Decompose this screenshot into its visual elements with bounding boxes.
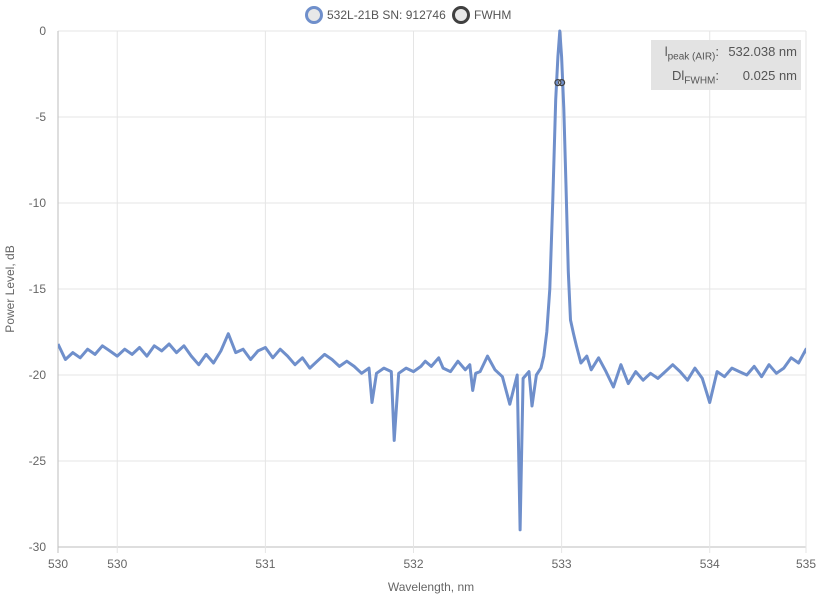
grid-lines (57, 30, 807, 553)
x-tick-label: 532 (403, 557, 423, 571)
legend-series-label: 532L-21B SN: 912746 (327, 8, 446, 22)
x-tick-label: 534 (700, 557, 720, 571)
y-tick-label: -15 (29, 282, 47, 296)
peak-row: lpeak (AIR): 532.038 nm (651, 44, 801, 64)
legend-item-series[interactable]: 532L-21B SN: 912746 (305, 6, 447, 24)
y-tick-label: 0 (39, 24, 46, 38)
x-tick-label: 533 (552, 557, 572, 571)
fwhm-marker-layer (554, 78, 566, 87)
y-tick-label: -20 (29, 368, 47, 382)
fwhm-value: 0.025 nm (742, 68, 797, 83)
legend-fwhm-label: FWHM (474, 8, 511, 22)
x-tick-label: 530 (107, 557, 127, 571)
y-axis-title: Power Level, dB (3, 245, 17, 332)
fwhm-row: DlFWHM: 0.025 nm (651, 68, 801, 88)
x-axis-ticks: 530 530 531 532 533 534 535 (48, 557, 816, 571)
legend: 532L-21B SN: 912746 FWHM (305, 6, 512, 24)
fwhm-label: DlFWHM: (671, 68, 719, 87)
x-tick-label: 530 (48, 557, 68, 571)
y-tick-label: -25 (29, 454, 47, 468)
y-axis-ticks: 0 -5 -10 -15 -20 -25 -30 (29, 24, 47, 554)
y-tick-label: -10 (29, 196, 47, 210)
series-line (58, 29, 806, 532)
y-tick-label: -30 (29, 540, 47, 554)
legend-item-fwhm[interactable]: FWHM (452, 6, 512, 24)
peak-label: lpeak (AIR): (664, 44, 719, 63)
x-axis-title: Wavelength, nm (388, 580, 474, 594)
fwhm-marker (554, 78, 562, 87)
x-tick-label: 535 (796, 557, 816, 571)
fwhm-marker (558, 78, 566, 87)
y-tick-label: -5 (35, 110, 46, 124)
x-tick-label: 531 (255, 557, 275, 571)
series-layer (58, 29, 806, 532)
peak-info-box: lpeak (AIR): 532.038 nm DlFWHM: 0.025 nm (651, 40, 801, 90)
legend-series-swatch-icon (305, 6, 323, 24)
peak-value: 532.038 nm (728, 44, 797, 59)
legend-fwhm-swatch-icon (452, 6, 470, 24)
